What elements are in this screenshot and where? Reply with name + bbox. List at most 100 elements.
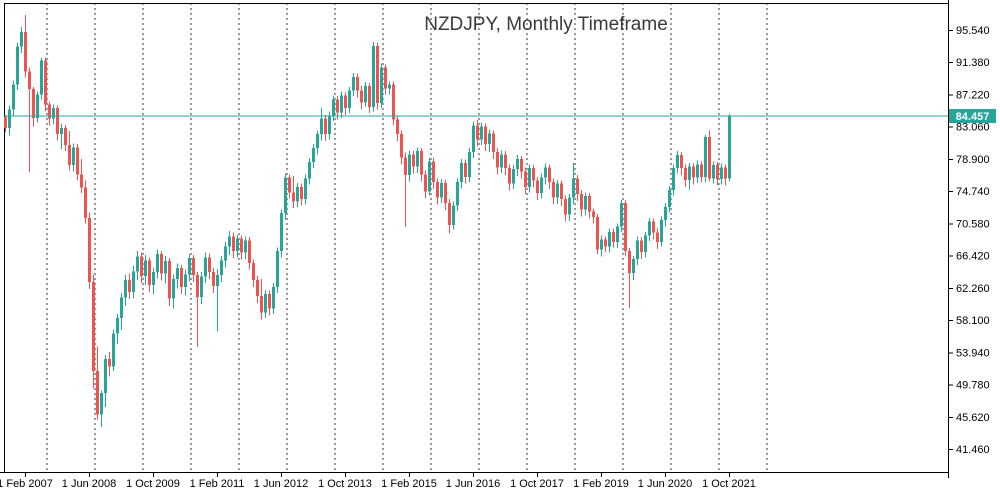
bearish-candle — [28, 71, 31, 90]
bullish-candle — [152, 272, 155, 286]
bullish-candle — [104, 358, 107, 393]
bearish-candle — [536, 180, 539, 194]
bullish-candle — [228, 236, 231, 247]
candles-layer — [4, 14, 731, 428]
bearish-candle — [300, 186, 303, 200]
bearish-candle — [396, 119, 399, 135]
bullish-candle — [276, 251, 279, 287]
bullish-candle — [456, 182, 459, 206]
bullish-candle — [644, 235, 647, 252]
bullish-candle — [296, 186, 299, 202]
bearish-candle — [160, 254, 163, 274]
bearish-candle — [640, 240, 643, 252]
bearish-candle — [652, 221, 655, 233]
bullish-candle — [380, 67, 383, 104]
bullish-candle — [328, 115, 331, 135]
bullish-candle — [316, 134, 319, 149]
bearish-candle — [128, 279, 131, 293]
bullish-candle — [416, 151, 419, 167]
bullish-candle — [136, 256, 139, 272]
bearish-candle — [84, 187, 87, 218]
bullish-candle — [224, 246, 227, 261]
bearish-candle — [44, 60, 47, 105]
bullish-candle — [200, 276, 203, 297]
bearish-candle — [140, 256, 143, 276]
price-axis[interactable]: 95.540 91.380 87.220 83.060 78.900 74.740 70.5… — [948, 25, 990, 456]
price-tick-label: 91.380 — [956, 57, 990, 69]
bearish-candle — [168, 261, 171, 299]
bearish-candle — [324, 118, 327, 135]
price-tick-label: 49.780 — [956, 380, 990, 392]
bullish-candle — [8, 109, 11, 128]
bullish-candle — [352, 76, 355, 91]
bullish-candle — [272, 286, 275, 309]
bullish-candle — [348, 90, 351, 108]
bearish-candle — [484, 126, 487, 145]
bullish-candle — [388, 84, 391, 89]
bearish-candle — [684, 168, 687, 180]
bullish-candle — [472, 125, 475, 152]
bullish-candle — [340, 95, 343, 113]
bullish-candle — [568, 197, 571, 215]
bearish-candle — [400, 134, 403, 158]
bullish-candle — [188, 258, 191, 275]
bullish-candle — [544, 167, 547, 178]
bullish-candle — [264, 293, 267, 313]
bearish-candle — [80, 174, 83, 188]
bearish-candle — [552, 182, 555, 198]
bearish-candle — [32, 89, 35, 118]
bullish-candle — [164, 261, 167, 274]
bearish-candle — [208, 257, 211, 273]
date-tick-label: 1 Feb 2007 — [0, 478, 53, 490]
bullish-candle — [364, 86, 367, 103]
bearish-candle — [412, 154, 415, 167]
bullish-candle — [12, 84, 15, 110]
bearish-candle — [376, 45, 379, 104]
bullish-candle — [512, 169, 515, 184]
bullish-candle — [408, 154, 411, 176]
bearish-candle — [424, 174, 427, 192]
vertical-gridlines — [46, 3, 768, 472]
bullish-candle — [280, 213, 283, 252]
bullish-candle — [60, 127, 63, 135]
bullish-candle — [516, 158, 519, 170]
bearish-candle — [692, 166, 695, 178]
bullish-candle — [52, 107, 55, 119]
bearish-candle — [612, 231, 615, 242]
current-price-badge: 84.457 — [949, 108, 996, 123]
bearish-candle — [724, 167, 727, 179]
bearish-candle — [476, 125, 479, 140]
bearish-candle — [504, 154, 507, 169]
bullish-candle — [216, 275, 219, 287]
bearish-candle — [448, 203, 451, 225]
price-tick-label: 78.900 — [956, 154, 990, 166]
bullish-candle — [540, 177, 543, 194]
bearish-candle — [368, 86, 371, 108]
bearish-candle — [508, 168, 511, 184]
bullish-candle — [556, 183, 559, 198]
bullish-candle — [204, 257, 207, 277]
bearish-candle — [108, 358, 111, 367]
date-tick-label: 1 Oct 2009 — [126, 478, 180, 490]
bullish-candle — [452, 205, 455, 225]
bearish-candle — [432, 161, 435, 183]
bearish-candle — [444, 182, 447, 204]
date-tick-label: 1 Oct 2021 — [702, 478, 756, 490]
price-tick-label: 87.220 — [956, 89, 990, 101]
price-tick-label: 83.060 — [956, 122, 990, 134]
bearish-candle — [496, 151, 499, 168]
bearish-candle — [392, 84, 395, 120]
bullish-candle — [116, 317, 119, 334]
price-tick-label: 58.100 — [956, 315, 990, 327]
price-tick-label: 45.620 — [956, 412, 990, 424]
price-tick-label: 66.420 — [956, 251, 990, 263]
bearish-candle — [248, 240, 251, 263]
bullish-candle — [468, 151, 471, 177]
bearish-candle — [404, 157, 407, 176]
bearish-candle — [576, 178, 579, 194]
time-axis[interactable]: 1 Feb 2007 1 Jun 2008 1 Oct 2009 1 Feb 2011… — [0, 472, 756, 490]
bullish-candle — [236, 238, 239, 252]
bearish-candle — [68, 144, 71, 166]
